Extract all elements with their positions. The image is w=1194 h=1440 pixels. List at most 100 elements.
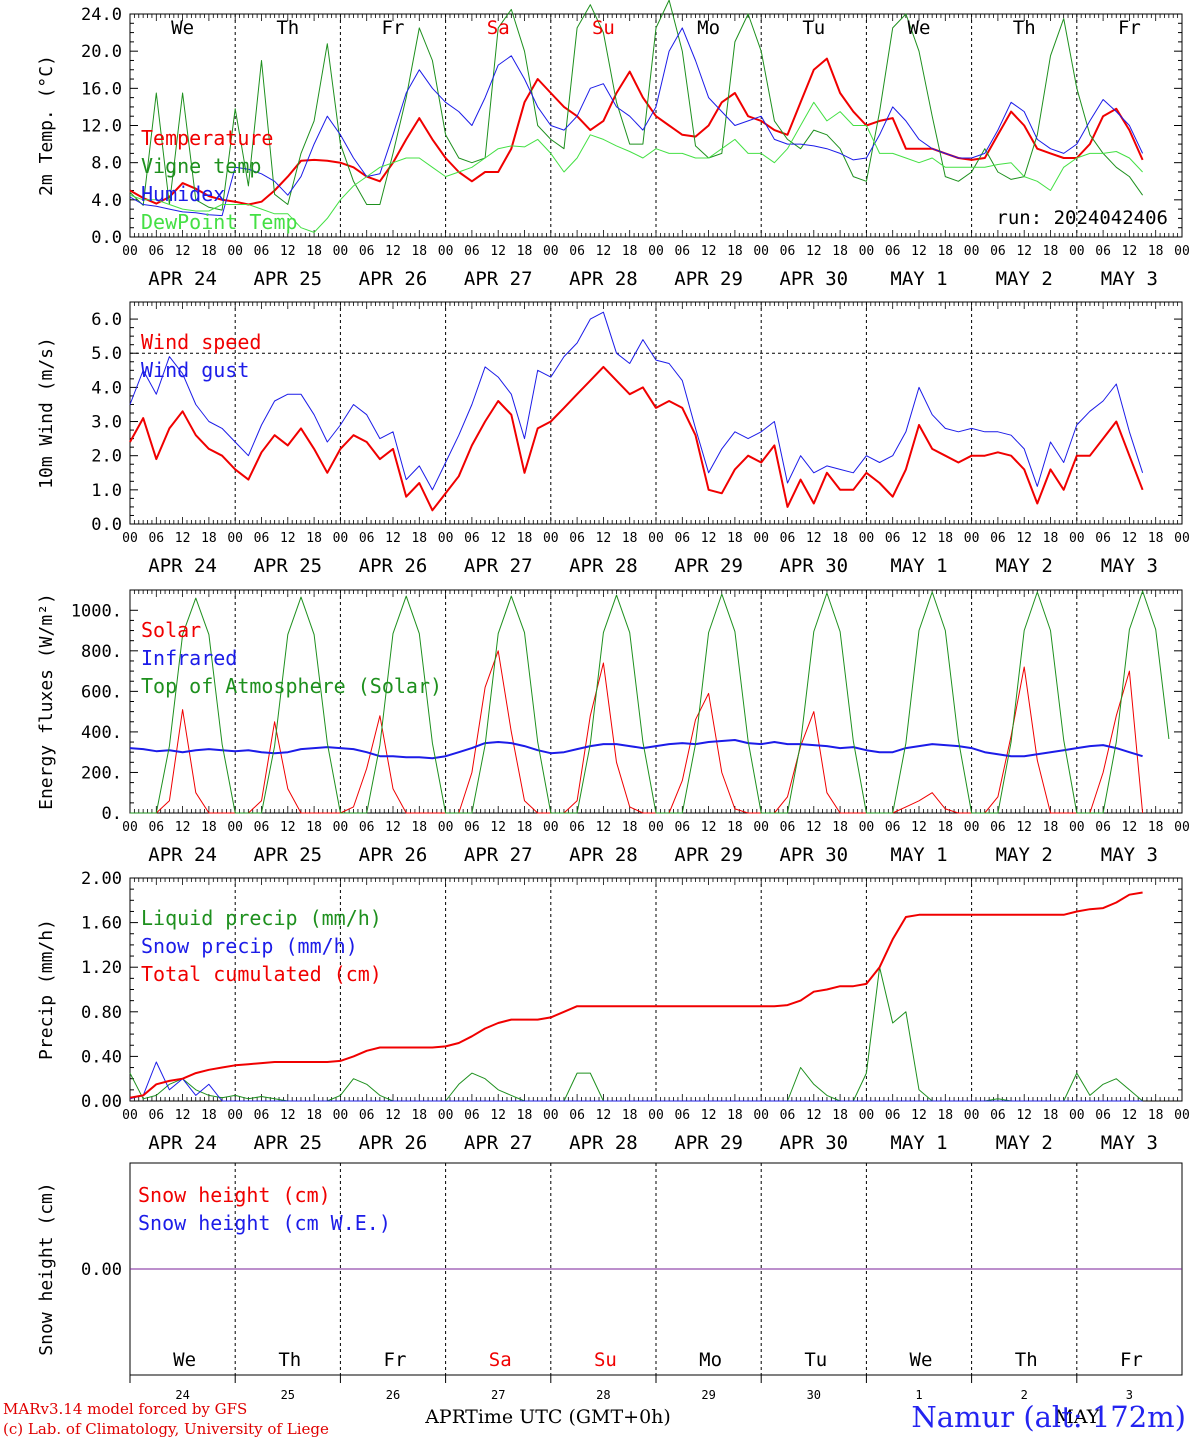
hour-tick-label: 12 bbox=[1016, 820, 1032, 835]
hour-tick-label: 00 bbox=[1174, 820, 1190, 835]
legend-entry: Solar bbox=[141, 618, 201, 642]
y-tick-label: 600. bbox=[81, 682, 122, 702]
weekday-label: Th bbox=[278, 1349, 301, 1371]
month-label: MAY bbox=[1054, 1406, 1099, 1428]
hour-tick-label: 06 bbox=[148, 1108, 164, 1123]
y-tick-label: 4.0 bbox=[91, 191, 122, 211]
y-axis-label: Precip (mm/h) bbox=[36, 919, 57, 1060]
hour-tick-label: 12 bbox=[490, 820, 506, 835]
weekday-label: Fr bbox=[1120, 1349, 1143, 1371]
panel-wind: 00 06 12 18 APR 24 00 06 12 18 APR 25 00 06 12 18 APR … bbox=[36, 301, 1190, 577]
hour-tick-label: 06 bbox=[359, 1108, 375, 1123]
weekday-label: We bbox=[173, 1349, 196, 1371]
hour-tick-label: 18 bbox=[1043, 820, 1059, 835]
hour-tick-label: 18 bbox=[622, 1108, 638, 1123]
weekday-label: We bbox=[908, 17, 931, 39]
date-label: APR 29 bbox=[674, 1132, 743, 1154]
weekday-label: Tu bbox=[802, 17, 825, 39]
legend-entry: Total cumulated (cm) bbox=[141, 962, 382, 986]
hour-tick-label: 18 bbox=[411, 244, 427, 259]
legend-entry: Humidex bbox=[141, 182, 225, 206]
hour-tick-label: 00 bbox=[543, 1108, 559, 1123]
hour-tick-label: 12 bbox=[1122, 820, 1138, 835]
hour-tick-label: 12 bbox=[596, 820, 612, 835]
day-number: 25 bbox=[281, 1388, 295, 1402]
series-line bbox=[129, 966, 1143, 1102]
hour-tick-label: 18 bbox=[727, 244, 743, 259]
y-tick-label: 0.0 bbox=[91, 515, 122, 535]
hour-tick-label: 00 bbox=[227, 820, 243, 835]
hour-tick-label: 00 bbox=[543, 244, 559, 259]
plot-frame bbox=[129, 589, 1183, 814]
hour-tick-label: 06 bbox=[780, 820, 796, 835]
date-label: MAY 1 bbox=[890, 268, 947, 290]
hour-tick-label: 00 bbox=[964, 1108, 980, 1123]
date-label: APR 30 bbox=[779, 555, 848, 577]
hour-tick-label: 12 bbox=[911, 244, 927, 259]
hour-tick-label: 12 bbox=[806, 1108, 822, 1123]
hour-tick-label: 12 bbox=[701, 820, 717, 835]
legend-entry: Temperature bbox=[141, 126, 273, 150]
hour-tick-label: 12 bbox=[175, 531, 191, 546]
date-label: MAY 3 bbox=[1101, 1132, 1158, 1154]
date-label: APR 26 bbox=[359, 844, 428, 866]
y-tick-label: 1.0 bbox=[91, 481, 122, 501]
weekday-label: Mo bbox=[697, 17, 720, 39]
hour-tick-label: 18 bbox=[727, 531, 743, 546]
hour-tick-label: 12 bbox=[1122, 531, 1138, 546]
hour-tick-label: 12 bbox=[280, 820, 296, 835]
hour-tick-label: 18 bbox=[1043, 531, 1059, 546]
hour-tick-label: 18 bbox=[622, 244, 638, 259]
hour-tick-label: 18 bbox=[201, 1108, 217, 1123]
hour-tick-label: 06 bbox=[464, 820, 480, 835]
legend-entry: Top of Atmosphere (Solar) bbox=[141, 674, 442, 698]
weekday-label: Tu bbox=[804, 1349, 827, 1371]
station-name: Namur (alt: 172m) bbox=[911, 1400, 1186, 1434]
hour-tick-label: 06 bbox=[885, 244, 901, 259]
hour-tick-label: 12 bbox=[596, 531, 612, 546]
hour-tick-label: 18 bbox=[832, 244, 848, 259]
hour-tick-label: 18 bbox=[1148, 244, 1164, 259]
hour-tick-label: 06 bbox=[464, 531, 480, 546]
hour-tick-label: 06 bbox=[674, 244, 690, 259]
weekday-label: Fr bbox=[384, 1349, 407, 1371]
hour-tick-label: 00 bbox=[1069, 1108, 1085, 1123]
legend-entry: Infrared bbox=[141, 646, 237, 670]
date-label: APR 24 bbox=[148, 268, 217, 290]
hour-tick-label: 12 bbox=[596, 244, 612, 259]
hour-tick-label: 06 bbox=[464, 1108, 480, 1123]
hour-tick-label: 00 bbox=[122, 244, 138, 259]
hour-tick-label: 06 bbox=[990, 244, 1006, 259]
hour-tick-label: 00 bbox=[438, 820, 454, 835]
y-tick-label: 12.0 bbox=[81, 117, 122, 137]
date-label: APR 26 bbox=[359, 555, 428, 577]
hour-tick-label: 06 bbox=[990, 1108, 1006, 1123]
hour-tick-label: 00 bbox=[227, 244, 243, 259]
date-label: APR 29 bbox=[674, 844, 743, 866]
y-tick-label: 0.80 bbox=[81, 1003, 122, 1023]
hour-tick-label: 18 bbox=[727, 820, 743, 835]
hour-tick-label: 06 bbox=[885, 1108, 901, 1123]
date-label: APR 27 bbox=[464, 555, 533, 577]
series-line bbox=[129, 1061, 1143, 1102]
weekday-label: Fr bbox=[382, 17, 405, 39]
hour-tick-label: 00 bbox=[648, 244, 664, 259]
hour-tick-label: 18 bbox=[201, 531, 217, 546]
hour-tick-label: 00 bbox=[122, 1108, 138, 1123]
hour-tick-label: 18 bbox=[832, 531, 848, 546]
hour-tick-label: 06 bbox=[254, 1108, 270, 1123]
hour-tick-label: 06 bbox=[674, 820, 690, 835]
date-label: MAY 3 bbox=[1101, 844, 1158, 866]
date-label: MAY 1 bbox=[890, 555, 947, 577]
hour-tick-label: 18 bbox=[832, 820, 848, 835]
hour-tick-label: 12 bbox=[280, 531, 296, 546]
y-tick-label: 0.0 bbox=[91, 228, 122, 248]
panel-precip: 00 06 12 18 APR 24 00 06 12 18 APR 25 00 06 12 18 APR … bbox=[36, 869, 1190, 1154]
date-label: MAY 2 bbox=[996, 1132, 1053, 1154]
date-label: MAY 1 bbox=[890, 844, 947, 866]
hour-tick-label: 12 bbox=[385, 820, 401, 835]
hour-tick-label: 00 bbox=[1069, 820, 1085, 835]
weekday-label: Su bbox=[594, 1349, 617, 1371]
series-line bbox=[129, 101, 1143, 233]
hour-tick-label: 00 bbox=[753, 531, 769, 546]
